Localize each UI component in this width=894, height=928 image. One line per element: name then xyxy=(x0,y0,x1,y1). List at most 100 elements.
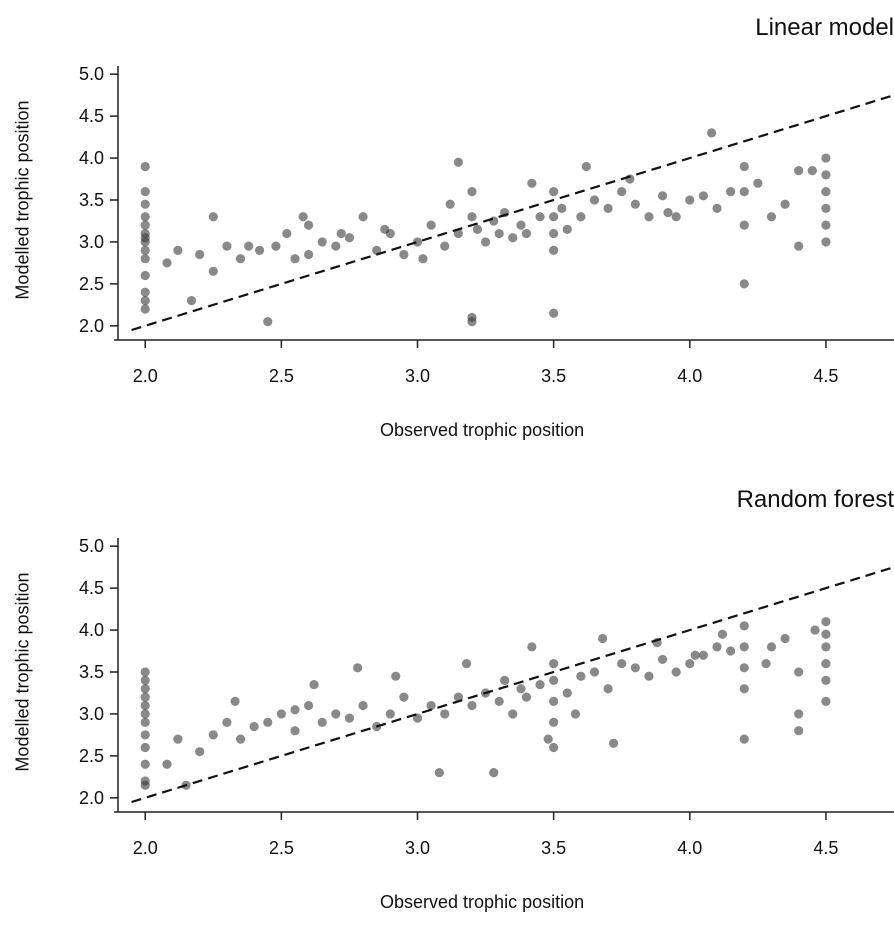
data-point xyxy=(617,659,627,669)
data-point xyxy=(516,220,526,230)
data-point xyxy=(576,212,586,222)
data-point xyxy=(807,166,817,176)
data-point xyxy=(303,220,314,230)
data-point xyxy=(162,258,172,268)
data-point xyxy=(140,254,150,264)
data-point xyxy=(589,667,600,677)
data-point xyxy=(140,709,150,719)
data-point xyxy=(821,696,831,706)
data-point xyxy=(140,220,150,230)
data-point xyxy=(412,237,423,247)
data-point xyxy=(380,224,390,234)
data-point xyxy=(644,671,654,681)
data-point xyxy=(467,212,477,222)
data-point xyxy=(140,742,150,753)
y-tick-label: 5.0 xyxy=(79,64,104,84)
data-point xyxy=(549,308,559,318)
data-point xyxy=(467,312,477,323)
data-point xyxy=(821,237,831,247)
data-point xyxy=(344,713,355,723)
data-point xyxy=(739,187,749,197)
data-point xyxy=(810,625,820,635)
data-point xyxy=(663,207,673,218)
data-point xyxy=(472,224,483,234)
data-point xyxy=(821,659,831,669)
data-point xyxy=(140,667,150,677)
data-point xyxy=(821,153,831,163)
x-axis-label: Observed trophic position xyxy=(380,420,585,440)
data-point xyxy=(516,684,526,694)
data-point xyxy=(140,212,150,222)
data-point xyxy=(480,237,491,247)
data-point xyxy=(140,270,150,281)
chart-panel-linear-model: Linear model Modelled trophic position O… xyxy=(0,0,894,456)
y-tick-label: 4.5 xyxy=(79,578,104,598)
data-point xyxy=(739,161,749,172)
data-point xyxy=(698,191,709,201)
data-point xyxy=(549,212,559,222)
data-point xyxy=(140,233,150,243)
data-point xyxy=(317,717,327,727)
data-point xyxy=(222,241,232,251)
data-point xyxy=(173,734,183,744)
data-point xyxy=(717,629,728,639)
data-point xyxy=(140,684,150,694)
x-tick-label: 3.5 xyxy=(541,366,566,386)
data-point xyxy=(276,709,286,719)
data-point xyxy=(426,220,436,230)
data-point xyxy=(821,203,831,213)
data-point xyxy=(608,738,619,748)
data-point xyxy=(140,717,150,727)
data-point xyxy=(766,642,777,652)
data-point xyxy=(331,241,341,251)
data-point xyxy=(821,617,831,627)
data-point xyxy=(290,705,300,715)
data-point xyxy=(331,709,341,719)
data-point xyxy=(617,187,627,197)
data-point xyxy=(706,128,717,138)
data-point xyxy=(821,675,831,685)
data-point xyxy=(494,696,504,706)
y-tick-label: 5.0 xyxy=(79,536,104,556)
data-point xyxy=(535,212,545,222)
data-point xyxy=(630,199,640,209)
reference-line xyxy=(131,566,894,804)
data-point xyxy=(821,642,831,652)
data-point xyxy=(208,212,218,222)
data-point xyxy=(739,642,749,652)
reference-line xyxy=(131,94,894,332)
data-point xyxy=(249,721,259,732)
data-point xyxy=(753,178,763,188)
data-point xyxy=(353,663,363,673)
data-point xyxy=(461,659,472,669)
data-point xyxy=(549,659,559,669)
data-point xyxy=(140,199,150,209)
data-point xyxy=(162,759,172,769)
data-point xyxy=(726,187,736,197)
data-point xyxy=(761,659,771,669)
data-point xyxy=(372,245,382,255)
data-point xyxy=(140,675,150,685)
x-tick-label: 4.0 xyxy=(677,366,702,386)
data-point xyxy=(290,726,300,736)
data-point xyxy=(140,187,150,197)
data-point xyxy=(208,730,218,740)
data-point xyxy=(712,203,722,213)
data-point xyxy=(562,224,572,234)
data-point xyxy=(657,654,668,665)
chart-panel-random-forest: Random forest Modelled trophic position … xyxy=(0,472,894,928)
y-tick-label: 4.0 xyxy=(79,148,104,168)
data-point xyxy=(671,212,681,222)
y-tick-label: 3.5 xyxy=(79,190,104,210)
data-point xyxy=(222,717,232,727)
data-point xyxy=(186,296,197,306)
data-point xyxy=(508,233,518,243)
x-tick-label: 4.5 xyxy=(813,838,838,858)
data-point xyxy=(412,713,423,723)
x-tick-label: 2.5 xyxy=(269,838,294,858)
x-tick-label: 2.0 xyxy=(133,838,158,858)
data-point xyxy=(399,692,409,702)
data-point xyxy=(549,245,559,255)
chart-title: Linear model xyxy=(755,14,894,41)
data-point xyxy=(603,203,613,213)
